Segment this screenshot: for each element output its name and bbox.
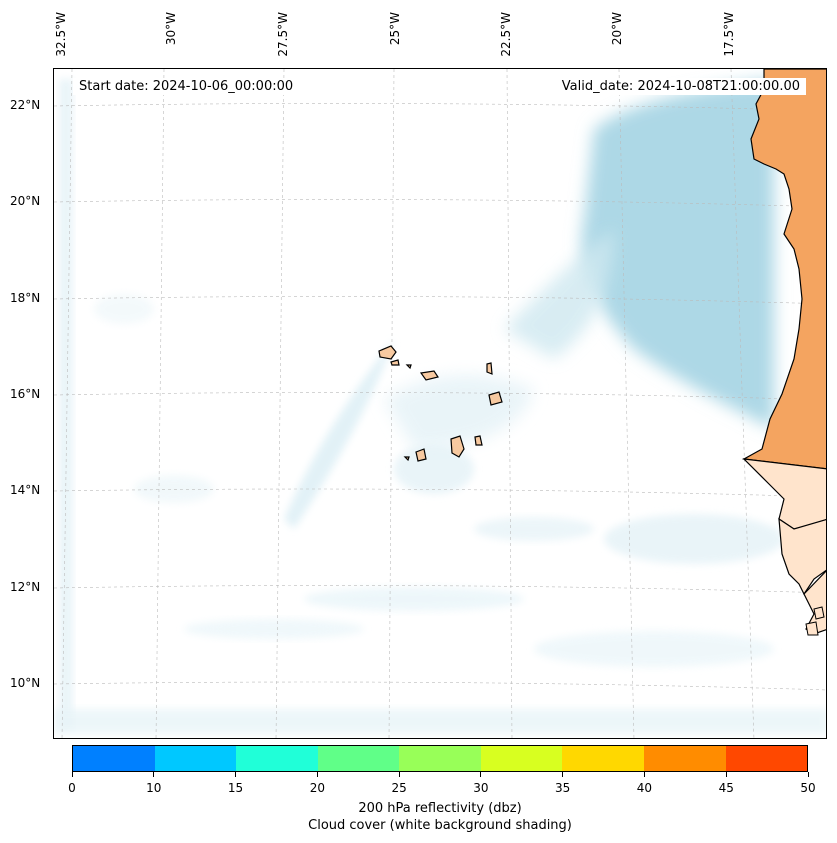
colorbar-segment-1 (154, 746, 237, 771)
valid-date-label: Valid_date: 2024-10-08T21:00:00.00 (555, 78, 806, 95)
lat-label-14n: 14°N (10, 483, 41, 497)
colorbar-tick-label: 0 (68, 781, 76, 795)
colorbar-tick (398, 772, 400, 777)
lat-label-20n: 20°N (10, 194, 41, 208)
cloud-cover (54, 79, 826, 734)
colorbar-tick-label: 20 (309, 781, 325, 795)
colorbar-segment-5 (480, 746, 563, 771)
colorbar-tick (562, 772, 564, 777)
colorbar-tick (71, 772, 73, 777)
lat-label-10n: 10°N (10, 676, 41, 690)
lat-label-12n: 12°N (10, 580, 41, 594)
colorbar-segment-7 (643, 746, 726, 771)
colorbar-label: 200 hPa reflectivity (dbz) (358, 801, 522, 816)
colorbar-segment-6 (562, 746, 644, 771)
colorbar-tick (643, 772, 645, 777)
lon-label-25w: 25°W (388, 12, 402, 46)
colorbar-tick (807, 772, 809, 777)
colorbar-tick-label: 35 (555, 781, 571, 795)
colorbar-tick-label: 30 (473, 781, 489, 795)
colorbar-tick-label: 10 (146, 781, 162, 795)
african-coast (742, 69, 826, 636)
colorbar-tick (480, 772, 482, 777)
map-plot-area[interactable]: Start date: 2024-10-06_00:00:00 Valid_da… (53, 68, 827, 739)
start-date-label: Start date: 2024-10-06_00:00:00 (73, 78, 300, 95)
colorbar-tick (153, 772, 155, 777)
colorbar (72, 745, 808, 772)
map-canvas (54, 69, 826, 738)
cape-verde-islands (378, 345, 503, 462)
lon-label-30w: 30°W (164, 12, 178, 46)
colorbar-tick (235, 772, 237, 777)
lat-label-22n: 22°N (10, 98, 41, 112)
lat-label-18n: 18°N (10, 291, 41, 305)
colorbar-sublabel: Cloud cover (white background shading) (308, 818, 572, 833)
colorbar-segment-3 (317, 746, 400, 771)
colorbar-tick-label: 45 (718, 781, 734, 795)
colorbar-segment-2 (236, 746, 318, 771)
lon-label-27-5w: 27.5°W (276, 12, 290, 57)
lon-label-20w: 20°W (610, 12, 624, 46)
colorbar-tick (725, 772, 727, 777)
colorbar-tick-label: 50 (800, 781, 816, 795)
colorbar-tick-label: 40 (636, 781, 653, 795)
colorbar-segment-8 (725, 746, 808, 771)
colorbar-tick-label: 25 (391, 781, 407, 795)
colorbar-segment-4 (399, 746, 481, 771)
lon-label-17-5w: 17.5°W (722, 12, 736, 57)
lat-label-16n: 16°N (10, 387, 41, 401)
graticule (54, 69, 826, 738)
lon-label-32-5w: 32.5°W (54, 12, 68, 57)
colorbar-tick (316, 772, 318, 777)
colorbar-tick-label: 15 (227, 781, 244, 795)
lon-label-22-5w: 22.5°W (499, 12, 513, 57)
colorbar-segment-0 (73, 746, 155, 771)
